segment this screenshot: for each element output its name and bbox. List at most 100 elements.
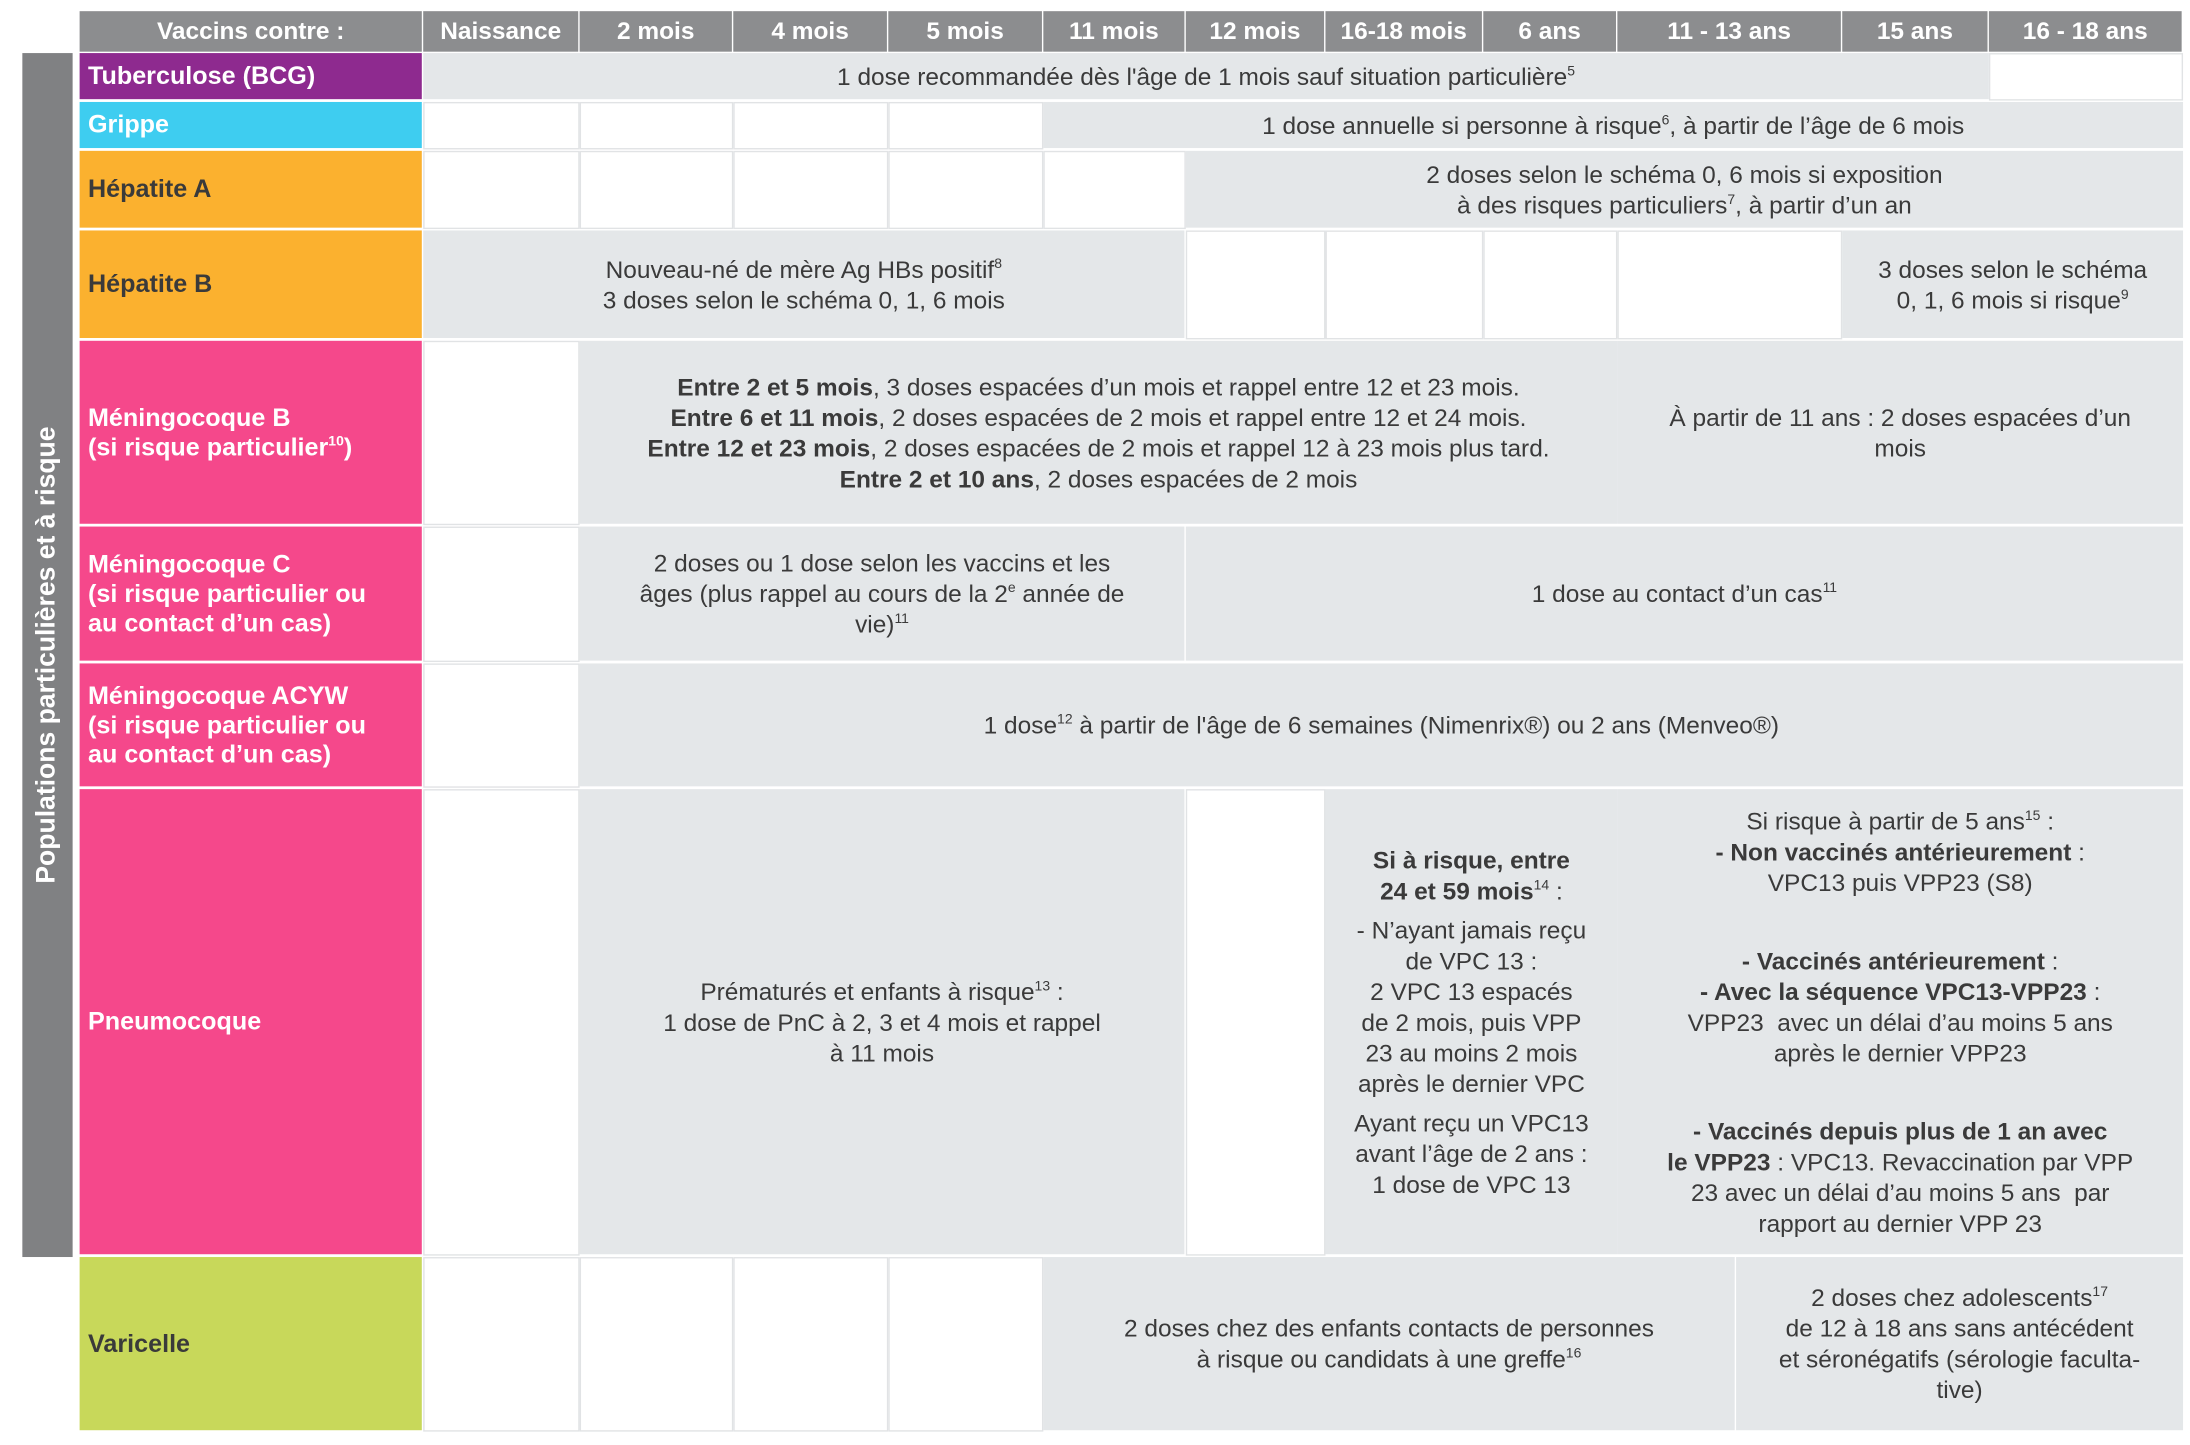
text-line: 23 au moins 2 mois — [1357, 1037, 1587, 1068]
text-run: VPP23 avec un délai d’au moins 5 ans — [1687, 1007, 2113, 1036]
empty-cell — [423, 101, 580, 150]
text-run: 14 — [1533, 877, 1550, 894]
paragraph: Nouveau-né de mère Ag HBs positif8 3 dose… — [603, 254, 1005, 315]
vaccine-name: Hépatite A — [79, 150, 422, 228]
header-column: 4 mois — [733, 11, 887, 52]
text-line: à des risques particuliers7, à partir d’… — [1426, 189, 1942, 220]
text-run: 11 — [894, 611, 909, 628]
paragraph: Pneumocoque — [88, 1007, 422, 1036]
schedule-cell: Prématurés et enfants à risque13 :1 dose… — [579, 789, 1185, 1255]
text-run: 2 doses ou 1 dose selon les vaccins et l… — [653, 548, 1111, 577]
paragraph: Ayant reçu un VPC13 avant l’âge de 2 ans … — [1354, 1107, 1589, 1199]
schedule-cell: 1 dose annuelle si personne à risque6, à… — [1043, 101, 2184, 149]
paragraph: - N’ayant jamais reçu de VPC 13 :2 VPC 13… — [1357, 914, 1587, 1098]
paragraph: - Vaccinés depuis plus de 1 an avec le VP… — [1667, 1115, 2133, 1238]
text-line: le VPP23 : VPC13. Revaccination par VPP — [1667, 1146, 2133, 1177]
header-column: 11 - 13 ans — [1617, 11, 1841, 52]
header-column: 11 mois — [1043, 11, 1185, 52]
text-line: Méningocoque B — [88, 403, 422, 432]
text-line: Entre 2 et 5 mois, 3 doses espacées d’un… — [647, 371, 1549, 402]
text-run: 0, 1, 6 mois si risque — [1896, 285, 2121, 314]
header-column: 2 mois — [579, 11, 732, 52]
empty-cell — [423, 1257, 580, 1432]
paragraph: Si à risque, entre 24 et 59 mois14 : — [1373, 844, 1570, 905]
text-run: , à partir d’un an — [1735, 190, 1912, 219]
empty-cell — [1483, 230, 1618, 340]
text-run: 3 doses selon le schéma 0, 1, 6 mois — [602, 285, 1005, 314]
header-column: 5 mois — [888, 11, 1042, 52]
text-run: 1 dose recommandée dès l'âge de 1 mois s… — [837, 62, 1568, 91]
paragraph: Grippe — [88, 110, 422, 139]
text-run: Si à risque, entre — [1372, 845, 1570, 874]
schedule-cell: 1 dose12 à partir de l'âge de 6 semaines… — [579, 663, 2184, 787]
empty-cell — [888, 1257, 1044, 1432]
text-run: (si risque particulier ou — [87, 710, 367, 739]
text-line: (si risque particulier ou — [88, 710, 422, 739]
text-run: , à partir de l’âge de 6 mois — [1669, 111, 1965, 139]
text-line: VPP23 avec un délai d’au moins 5 ans — [1688, 1006, 2113, 1037]
side-label: Populations particulières et à risque — [32, 426, 62, 884]
text-run: 8 — [994, 256, 1002, 272]
empty-cell — [423, 340, 580, 526]
schedule-cell: Si à risque, entre 24 et 59 mois14 : - N’a… — [1325, 789, 1618, 1255]
text-line: 1 dose de PnC à 2, 3 et 4 mois et rappel — [663, 1006, 1101, 1037]
empty-cell — [423, 663, 580, 788]
text-run: : — [1549, 876, 1563, 905]
text-run: ) — [343, 432, 353, 461]
paragraph: Si risque à partir de 5 ans15 :- Non vac… — [1715, 805, 2084, 897]
paragraph: 2 doses selon le schéma 0, 6 mois si exp… — [1426, 159, 1942, 220]
text-run: à des risques particuliers — [1457, 190, 1728, 219]
paragraph: - Vaccinés antérieurement :- Avec la séq… — [1688, 945, 2113, 1068]
text-run: Hépatite A — [87, 174, 212, 203]
text-run: Méningocoque C — [87, 549, 291, 578]
text-line: Si à risque, entre — [1373, 844, 1570, 875]
text-run: - N’ayant jamais reçu — [1356, 915, 1587, 944]
schedule-cell: 2 doses ou 1 dose selon les vaccins et l… — [579, 526, 1185, 661]
text-line: Prématurés et enfants à risque13 : — [663, 976, 1101, 1007]
text-line: au contact d’un cas) — [88, 608, 422, 637]
text-run: 15 — [2024, 807, 2041, 824]
text-run: : — [1050, 976, 1064, 1005]
text-run: à partir de l'âge de 6 semaines (Nimenri… — [1072, 710, 1779, 739]
text-line: après le dernier VPP23 — [1688, 1037, 2113, 1068]
empty-cell — [423, 789, 580, 1256]
text-line: - N’ayant jamais reçu — [1357, 914, 1587, 945]
vaccine-name: Méningocoque C (si risque particulier ou a… — [79, 526, 422, 661]
paragraph: 1 dose au contact d’un cas11 — [1532, 578, 1837, 609]
empty-cell — [1988, 53, 2184, 101]
text-run: 2 doses chez adolescents — [1811, 1283, 2093, 1312]
empty-cell — [579, 1257, 734, 1432]
text-line: 23 avec un délai d’au moins 5 ans par — [1667, 1177, 2133, 1208]
empty-cell — [1043, 150, 1186, 230]
text-line: tive) — [1779, 1374, 2140, 1405]
text-line: au contact d’un cas) — [88, 740, 422, 769]
text-line: (si risque particulier10) — [88, 432, 422, 461]
empty-cell — [579, 101, 734, 150]
text-run: , 3 doses espacées d’un mois et rappel e… — [872, 372, 1520, 401]
text-line: de 2 mois, puis VPP — [1357, 1006, 1587, 1037]
text-run: : — [2086, 976, 2101, 1005]
vaccine-name: Tuberculose (BCG) — [79, 53, 422, 100]
text-line: - Vaccinés depuis plus de 1 an avec — [1667, 1115, 2133, 1146]
empty-cell — [423, 526, 580, 663]
text-run: de 2 mois, puis VPP — [1361, 1007, 1582, 1036]
text-run: Hépatite B — [87, 269, 213, 298]
text-line: à 11 mois — [663, 1037, 1101, 1068]
text-line: Ayant reçu un VPC13 — [1354, 1107, 1589, 1138]
paragraph: Tuberculose (BCG) — [88, 61, 422, 90]
text-line: 2 doses selon le schéma 0, 6 mois si exp… — [1426, 159, 1942, 190]
text-run: 12 — [1057, 712, 1073, 728]
text-line: 0, 1, 6 mois si risque9 — [1878, 284, 2147, 315]
text-line: 24 et 59 mois14 : — [1373, 875, 1570, 906]
paragraph: Prématurés et enfants à risque13 :1 dose… — [663, 976, 1101, 1068]
paragraph: Hépatite A — [88, 175, 422, 204]
text-run: , 2 doses espacées de 2 mois et rappel e… — [878, 402, 1527, 431]
text-line: de VPC 13 : — [1357, 945, 1587, 976]
text-run: 23 au moins 2 mois — [1365, 1038, 1578, 1067]
text-run: , 2 doses espacées de 2 mois — [1033, 464, 1358, 493]
schedule-cell: 1 dose recommandée dès l'âge de 1 mois s… — [423, 53, 1989, 100]
text-run: Entre 2 et 10 ans — [839, 464, 1034, 493]
text-run: avant l’âge de 2 ans : — [1355, 1139, 1588, 1167]
text-run: 6 — [1661, 112, 1670, 128]
text-run: : — [2071, 837, 2085, 866]
